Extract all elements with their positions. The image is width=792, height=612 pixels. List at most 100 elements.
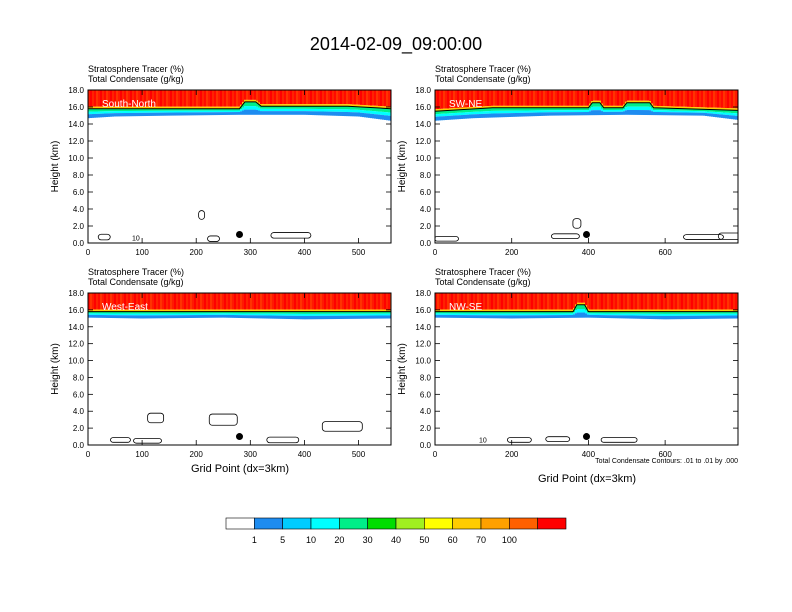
colorbar: 1 5 10 20 30 40 50 60 70 100 — [225, 517, 567, 545]
tracer-column — [146, 112, 148, 116]
tracer-field — [435, 90, 738, 121]
colorbar-label: 1 — [252, 535, 257, 545]
tracer-column — [332, 109, 334, 112]
tracer-column — [465, 311, 467, 314]
tracer-column — [360, 110, 362, 113]
tracer-column — [338, 106, 340, 110]
tracer-column — [110, 293, 112, 310]
tracer-column — [505, 311, 507, 314]
tracer-column — [150, 110, 152, 113]
tracer-column — [110, 113, 112, 117]
tracer-column — [126, 311, 128, 314]
tracer-column — [218, 112, 220, 116]
tracer-column — [350, 313, 352, 316]
tracer-column — [455, 108, 457, 111]
tracer-column — [122, 313, 124, 316]
tracer-column — [308, 293, 310, 310]
tracer-column — [156, 311, 158, 314]
tracer-column — [689, 90, 691, 107]
tracer-column — [581, 90, 583, 106]
tracer-column — [216, 309, 218, 312]
tracer-column — [144, 110, 146, 113]
tracer-column — [190, 112, 192, 116]
tracer-column — [176, 293, 178, 310]
tracer-column — [210, 313, 212, 315]
tracer-column — [607, 315, 609, 319]
tracer-column — [140, 293, 142, 310]
tracer-column — [244, 309, 246, 312]
tracer-column — [481, 108, 483, 112]
tracer-column — [545, 311, 547, 314]
tracer-column — [346, 109, 348, 112]
tracer-column — [505, 110, 507, 114]
tracer-column — [657, 90, 659, 106]
tracer-column — [260, 106, 262, 109]
tracer-column — [639, 106, 641, 111]
tracer-column — [697, 313, 699, 316]
tracer-column — [521, 90, 523, 106]
tracer-column — [182, 309, 184, 312]
tracer-column — [453, 108, 455, 111]
tracer-column — [451, 113, 453, 116]
tracer-column — [178, 106, 180, 109]
tracer-column — [374, 315, 376, 319]
panel-header-condensate: Total Condensate (g/kg) — [435, 74, 531, 84]
tracer-column — [653, 311, 655, 314]
tracer-column — [90, 311, 92, 314]
tracer-column — [242, 309, 244, 312]
tracer-column — [609, 311, 611, 314]
tracer-column — [124, 106, 126, 109]
tracer-column — [286, 106, 288, 109]
tracer-column — [322, 106, 324, 110]
tracer-column — [196, 315, 198, 318]
tracer-column — [132, 315, 134, 319]
tracer-column — [304, 293, 306, 310]
tracer-column — [695, 107, 697, 110]
tracer-column — [252, 293, 254, 310]
tracer-column — [328, 109, 330, 112]
tracer-column — [218, 293, 220, 310]
tracer-column — [439, 311, 441, 314]
tracer-column — [314, 108, 316, 112]
tracer-column — [683, 106, 685, 109]
tracer-column — [368, 105, 370, 108]
colorbar-swatch — [339, 517, 368, 530]
tracer-column — [278, 106, 280, 109]
tracer-column — [469, 315, 471, 319]
tracer-column — [244, 106, 246, 110]
tracer-column — [126, 309, 128, 312]
tracer-column — [236, 309, 238, 312]
tracer-column — [386, 309, 388, 312]
tracer-column — [457, 315, 459, 318]
tracer-column — [681, 112, 683, 116]
tracer-column — [543, 293, 545, 310]
tracer-column — [505, 90, 507, 106]
tracer-column — [519, 313, 521, 316]
tracer-column — [691, 90, 693, 108]
tracer-column — [679, 90, 681, 107]
tracer-column — [214, 110, 216, 113]
tracer-column — [633, 100, 635, 103]
tracer-column — [543, 107, 545, 111]
tracer-column — [487, 313, 489, 316]
tracer-column — [637, 102, 639, 107]
tracer-column — [517, 293, 519, 310]
tracer-column — [326, 311, 328, 314]
tracer-column — [264, 309, 266, 312]
tracer-column — [220, 313, 222, 315]
tracer-column — [306, 106, 308, 109]
tracer-column — [212, 108, 214, 111]
tracer-column — [336, 106, 338, 110]
tracer-column — [495, 313, 497, 316]
tracer-column — [669, 108, 671, 111]
tracer-column — [100, 106, 102, 109]
tracer-column — [619, 315, 621, 319]
tracer-column — [483, 106, 485, 109]
tracer-column — [453, 313, 455, 316]
tracer-column — [577, 304, 579, 310]
tracer-column — [615, 90, 617, 106]
tracer-column — [310, 104, 312, 107]
tracer-column — [140, 313, 142, 316]
tracer-column — [354, 315, 356, 319]
tracer-column — [320, 315, 322, 320]
